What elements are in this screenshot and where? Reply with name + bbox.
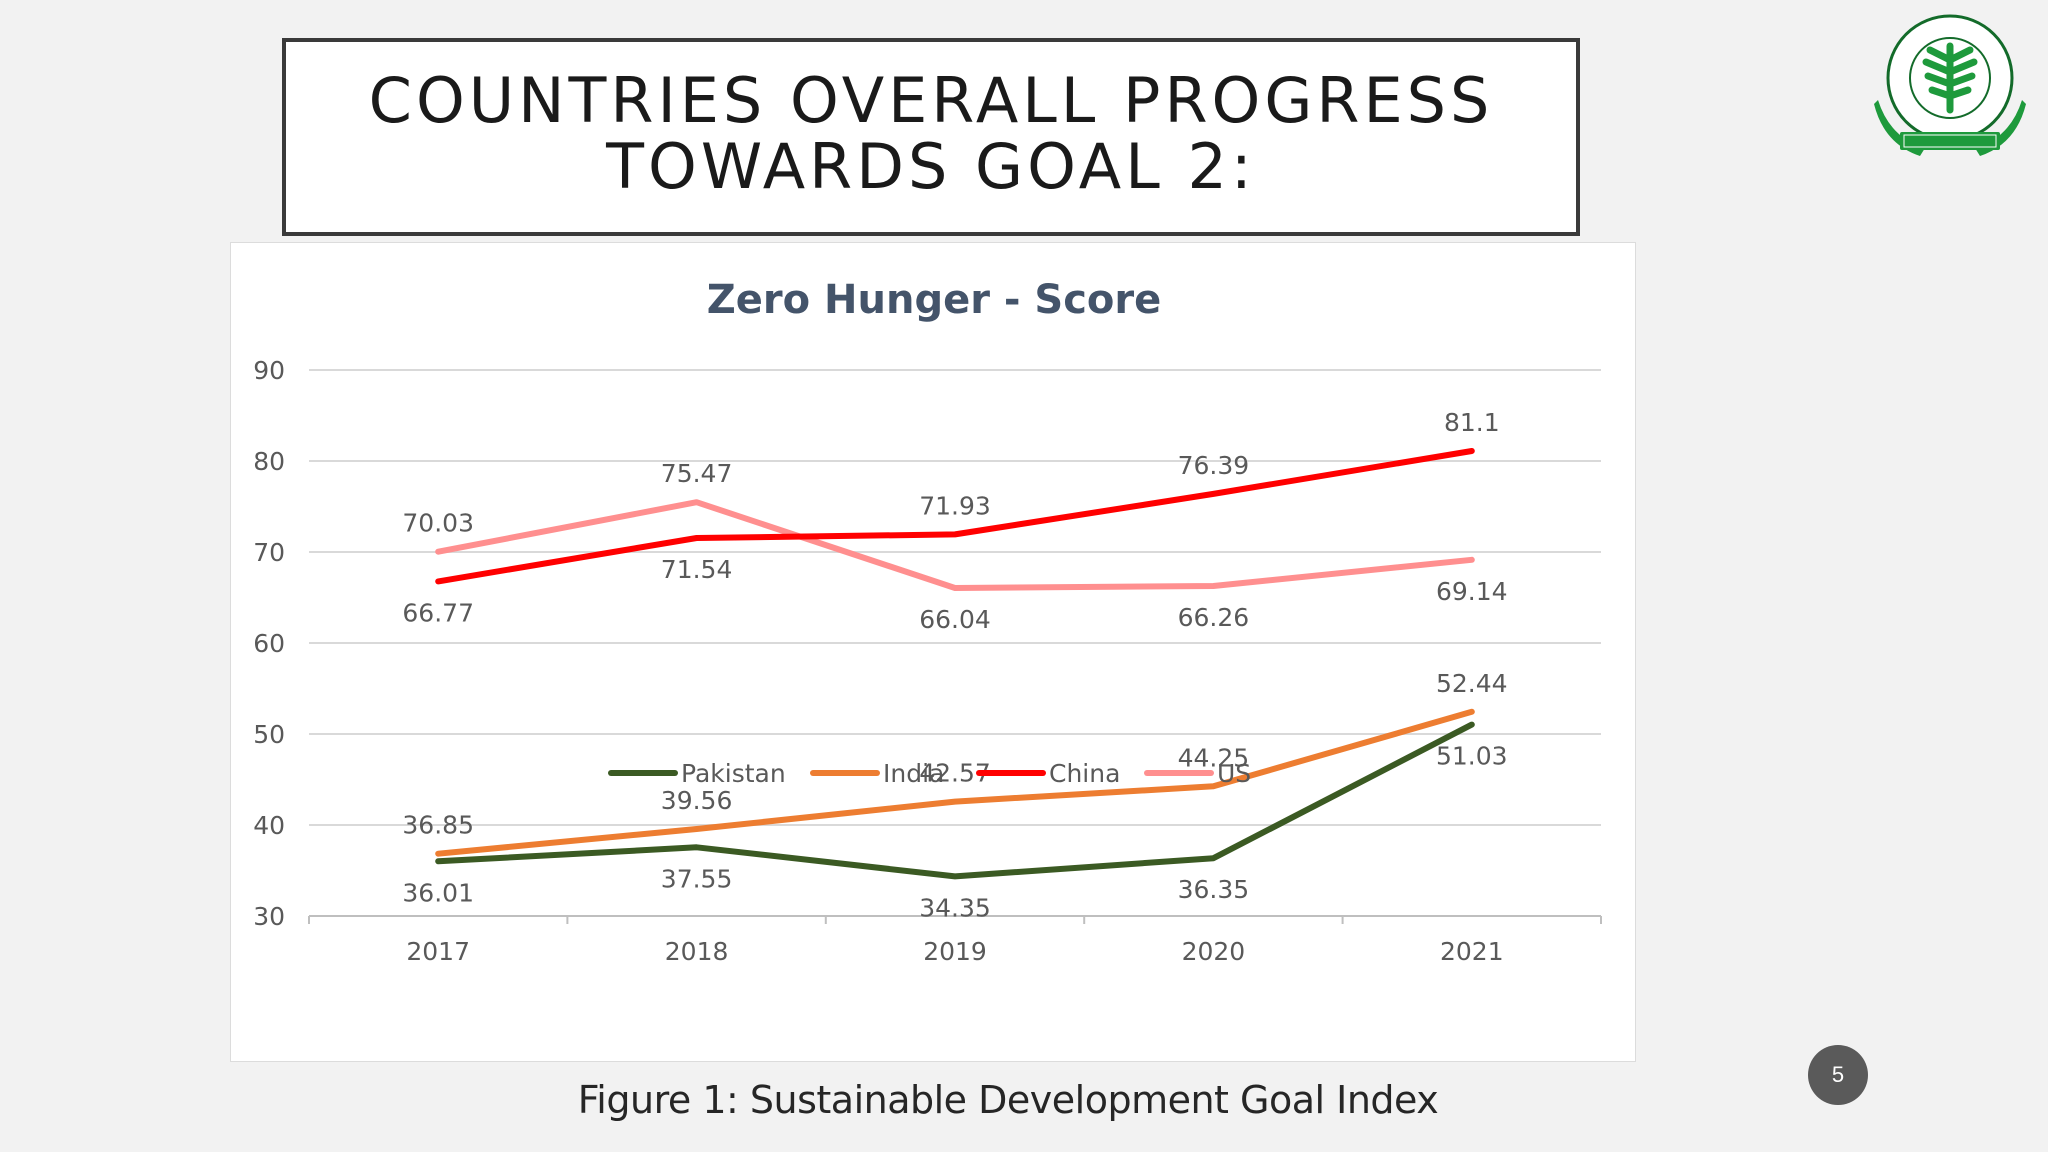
data-label: 51.03 [1436, 742, 1508, 771]
legend-label: China [1049, 759, 1120, 788]
legend-label: India [883, 759, 944, 788]
slide-title-line2: TOWARDS GOAL 2: [606, 130, 1256, 203]
series-line-pakistan [435, 721, 1475, 880]
x-tick-label: 2020 [1182, 937, 1246, 966]
data-label: 52.44 [1436, 669, 1508, 698]
data-label: 39.56 [661, 786, 733, 815]
y-tick-label: 40 [253, 811, 285, 840]
legend-label: US [1217, 759, 1251, 788]
data-label: 71.93 [919, 491, 991, 520]
data-label: 81.1 [1444, 408, 1500, 437]
line-chart: Zero Hunger - Score 30 40 50 60 70 80 90 2017 201… [253, 277, 1602, 966]
legend-label: Pakistan [681, 759, 786, 788]
ihbm-seal-logo-icon [1874, 14, 2026, 156]
chart-panel: Zero Hunger - Score 30 40 50 60 70 80 90 2017 201… [230, 242, 1636, 1062]
data-label: 66.26 [1178, 603, 1250, 632]
data-label: 34.35 [919, 893, 991, 922]
slide-title-box: COUNTRIES OVERALL PROGRESS TOWARDS GOAL … [282, 38, 1580, 236]
page-number-badge: 5 [1808, 1045, 1868, 1105]
data-label: 75.47 [661, 459, 733, 488]
data-label: 44.25 [1178, 743, 1250, 772]
y-tick-label: 70 [253, 538, 285, 567]
series-line-china [435, 448, 1475, 585]
series-line-india [435, 708, 1475, 857]
figure-caption: Figure 1: Sustainable Development Goal I… [577, 1078, 1439, 1122]
y-tick-label: 60 [253, 629, 285, 658]
x-tick-label: 2017 [406, 937, 470, 966]
y-tick-label: 30 [253, 902, 285, 931]
slide-title: COUNTRIES OVERALL PROGRESS TOWARDS GOAL … [331, 68, 1531, 206]
y-tick-label: 90 [253, 356, 285, 385]
y-tick-label: 80 [253, 447, 285, 476]
data-label: 70.03 [402, 509, 474, 538]
x-tick-label: 2018 [665, 937, 729, 966]
data-label: 36.35 [1178, 875, 1250, 904]
data-label: 37.55 [661, 864, 733, 893]
data-label: 66.77 [402, 598, 474, 627]
data-label: 69.14 [1436, 577, 1508, 606]
x-tick-label: 2019 [923, 937, 987, 966]
series-line-us [435, 499, 1475, 591]
slide-title-line1: COUNTRIES OVERALL PROGRESS [368, 64, 1494, 137]
data-label: 36.85 [402, 811, 474, 840]
data-label: 66.04 [919, 605, 991, 634]
x-tick-label: 2021 [1440, 937, 1504, 966]
chart-title: Zero Hunger - Score [707, 277, 1162, 323]
data-label: 71.54 [661, 555, 733, 584]
data-label: 76.39 [1178, 451, 1250, 480]
y-tick-label: 50 [253, 720, 285, 749]
data-label: 36.01 [402, 878, 474, 907]
